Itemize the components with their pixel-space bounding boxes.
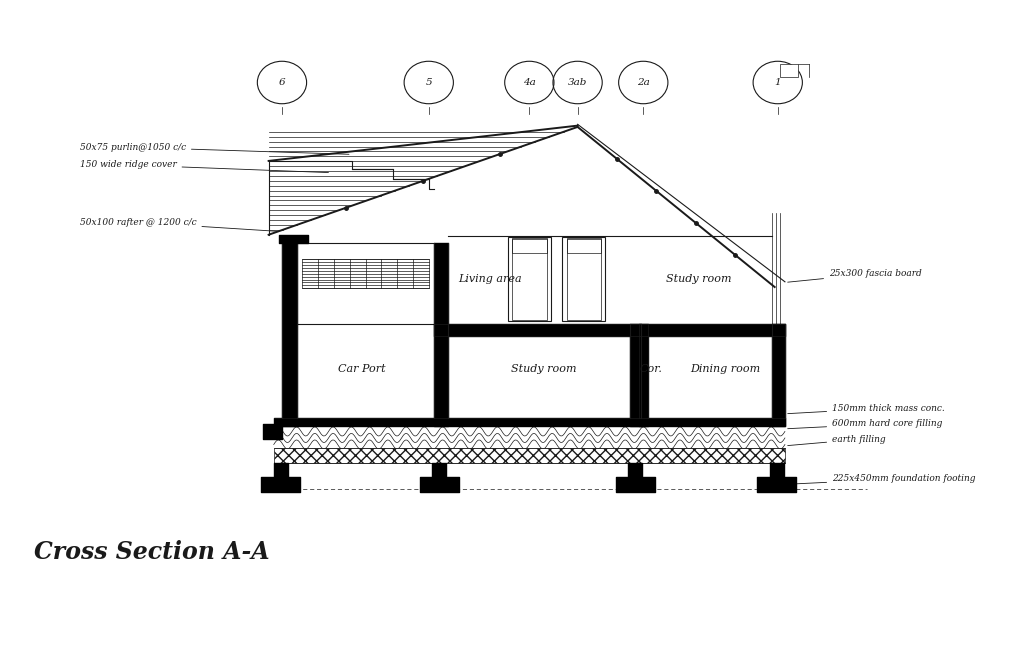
Text: 2a: 2a bbox=[637, 78, 650, 87]
Bar bbox=[512, 238, 547, 253]
Bar bbox=[567, 238, 601, 253]
Text: 150mm thick mass conc.: 150mm thick mass conc. bbox=[787, 403, 945, 414]
Bar bbox=[780, 64, 799, 77]
Bar bbox=[508, 237, 551, 321]
Text: Car Port: Car Port bbox=[338, 364, 386, 374]
Text: 1: 1 bbox=[774, 78, 781, 87]
Text: 25x300 fascia board: 25x300 fascia board bbox=[787, 269, 922, 282]
Text: 150 wide ridge cover: 150 wide ridge cover bbox=[79, 160, 328, 173]
Text: Study room: Study room bbox=[511, 364, 577, 374]
Bar bbox=[302, 259, 428, 289]
Text: Study room: Study room bbox=[666, 273, 732, 283]
Text: 50x75 purlin@1050 c/c: 50x75 purlin@1050 c/c bbox=[79, 143, 349, 154]
Text: 5: 5 bbox=[425, 78, 432, 87]
Bar bbox=[512, 239, 547, 320]
Bar bbox=[567, 239, 601, 320]
Text: 600mm hard core filling: 600mm hard core filling bbox=[787, 419, 942, 429]
Text: 50x100 rafter @ 1200 c/c: 50x100 rafter @ 1200 c/c bbox=[79, 218, 278, 231]
Text: Living area: Living area bbox=[458, 273, 522, 283]
Text: 3ab: 3ab bbox=[568, 78, 587, 87]
Text: earth filling: earth filling bbox=[787, 435, 885, 445]
Text: Cor.: Cor. bbox=[640, 364, 663, 374]
Text: 6: 6 bbox=[279, 78, 285, 87]
Text: 225x450mm foundation footing: 225x450mm foundation footing bbox=[787, 474, 975, 484]
Text: Dining room: Dining room bbox=[690, 364, 761, 374]
Text: Cross Section A-A: Cross Section A-A bbox=[34, 540, 269, 563]
Text: 4a: 4a bbox=[523, 78, 536, 87]
Bar bbox=[273, 448, 785, 463]
Bar bbox=[562, 237, 606, 321]
